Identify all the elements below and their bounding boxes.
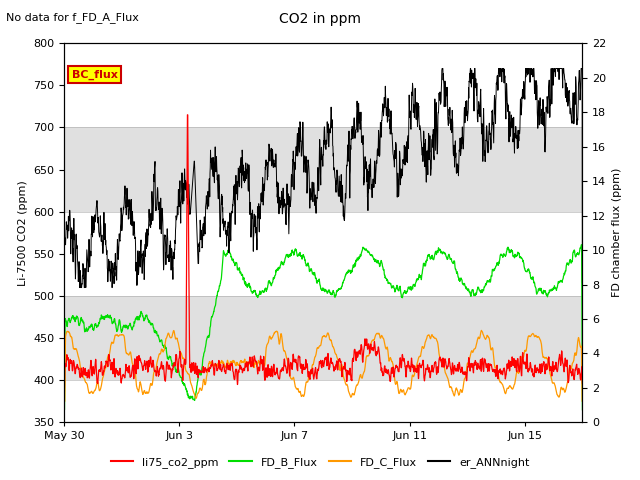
Text: BC_flux: BC_flux — [72, 69, 118, 80]
Bar — [64, 128, 582, 212]
Y-axis label: FD chamber flux (ppm): FD chamber flux (ppm) — [612, 168, 622, 298]
Legend: li75_co2_ppm, FD_B_Flux, FD_C_Flux, er_ANNnight: li75_co2_ppm, FD_B_Flux, FD_C_Flux, er_A… — [106, 452, 534, 472]
Text: CO2 in ppm: CO2 in ppm — [279, 12, 361, 26]
Bar — [64, 296, 582, 380]
Y-axis label: Li-7500 CO2 (ppm): Li-7500 CO2 (ppm) — [17, 180, 28, 286]
Text: No data for f_FD_A_Flux: No data for f_FD_A_Flux — [6, 12, 140, 23]
